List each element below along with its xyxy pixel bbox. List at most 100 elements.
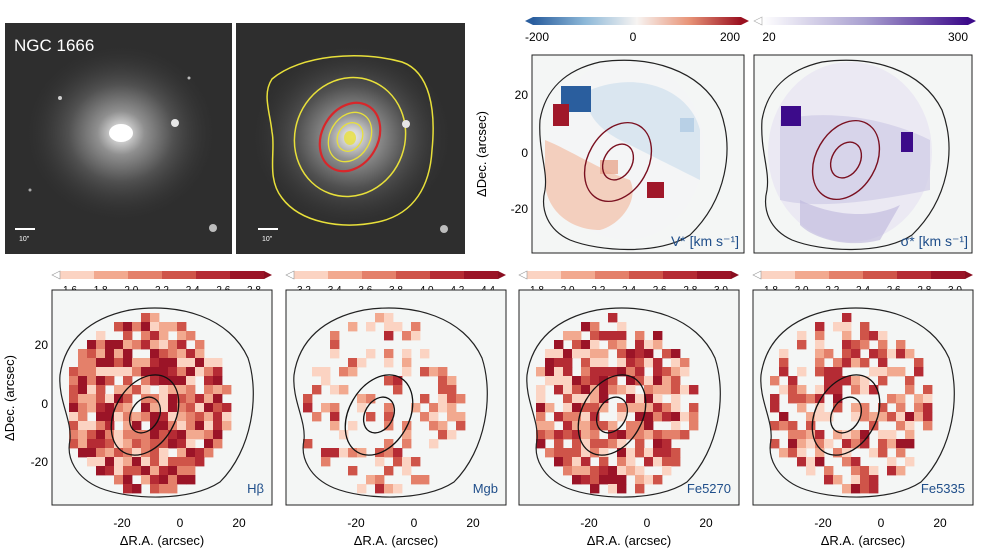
map-pixel — [78, 403, 88, 413]
map-pixel — [689, 421, 699, 431]
map-pixel — [896, 421, 906, 431]
map-pixel — [114, 412, 124, 422]
map-pixel — [150, 430, 160, 440]
map-pixel — [141, 475, 151, 485]
map-pixel — [878, 403, 888, 413]
map-pixel — [384, 439, 394, 449]
map-pixel — [366, 475, 376, 485]
map-pixel — [662, 403, 672, 413]
map-pixel — [635, 331, 645, 341]
map-pixel — [150, 313, 160, 323]
cbar-tick: -200 — [525, 30, 549, 44]
map-pixel — [590, 430, 600, 440]
map-pixel — [177, 367, 187, 377]
cbar-segment — [328, 271, 363, 279]
map-pixel — [554, 385, 564, 395]
map-pixel — [204, 367, 214, 377]
map-pixel — [599, 331, 609, 341]
map-pixel — [96, 358, 106, 368]
map-pixel — [635, 403, 645, 413]
map-pixel — [635, 394, 645, 404]
map-pixel — [635, 358, 645, 368]
map-pixel — [680, 385, 690, 395]
map-pixel — [554, 448, 564, 458]
map-pixel — [357, 394, 367, 404]
ylabel: ΔDec. (arcsec) — [2, 355, 17, 441]
map-pixel — [168, 430, 178, 440]
map-pixel — [159, 322, 169, 332]
map-pixel — [168, 349, 178, 359]
map-pixel — [78, 421, 88, 431]
map-pixel — [393, 457, 403, 467]
map-pixel — [914, 403, 924, 413]
map-pixel — [168, 457, 178, 467]
map-pixel — [402, 466, 412, 476]
map-pixel — [96, 394, 106, 404]
map-pixel — [141, 376, 151, 386]
map-pixel — [545, 367, 555, 377]
map-pixel — [123, 457, 133, 467]
map-pixel — [824, 439, 834, 449]
map-pixel — [851, 358, 861, 368]
map-pixel — [860, 358, 870, 368]
map-pixel — [599, 457, 609, 467]
map-pixel — [177, 394, 187, 404]
map-pixel — [572, 457, 582, 467]
map-pixel — [168, 358, 178, 368]
map-pixel — [339, 430, 349, 440]
map-pixel — [96, 439, 106, 449]
map-pixel — [447, 403, 457, 413]
map-pixel — [833, 403, 843, 413]
cbar-segment — [663, 271, 698, 279]
map-pixel — [213, 385, 223, 395]
map-pixel — [572, 439, 582, 449]
map-pixel — [393, 448, 403, 458]
map-pixel — [114, 448, 124, 458]
map-pixel — [923, 421, 933, 431]
map-pixel — [141, 385, 151, 395]
map-pixel — [653, 403, 663, 413]
map-pixel — [78, 412, 88, 422]
map-pixel — [78, 439, 88, 449]
map-pixel — [159, 412, 169, 422]
map-pixel — [590, 358, 600, 368]
map-pixel — [141, 394, 151, 404]
map-pixel — [536, 394, 546, 404]
map-pixel — [590, 367, 600, 377]
map-pixel — [572, 349, 582, 359]
map-pixel — [321, 448, 331, 458]
map-pixel — [797, 439, 807, 449]
cbar-segment — [595, 271, 630, 279]
map-pixel — [177, 358, 187, 368]
map-label: V* [km s⁻¹] — [671, 233, 739, 249]
map-pixel — [177, 466, 187, 476]
map-pixel — [563, 367, 573, 377]
map-pixel — [896, 448, 906, 458]
map-pixel — [69, 412, 79, 422]
map-pixel — [330, 421, 340, 431]
map-pixel — [159, 394, 169, 404]
isophote-ellipse — [595, 396, 629, 434]
map-pixel — [141, 358, 151, 368]
map-pixel — [653, 412, 663, 422]
map-pixel — [860, 475, 870, 485]
map-pixel — [87, 349, 97, 359]
map-pixel — [96, 367, 106, 377]
map-pixel — [779, 421, 789, 431]
map-pixel — [581, 358, 591, 368]
map-pixel — [860, 439, 870, 449]
map-pixel — [860, 412, 870, 422]
map-pixel — [159, 376, 169, 386]
cbar-tick: 20 — [762, 30, 776, 44]
map-pixel — [662, 349, 672, 359]
map-pixel — [105, 430, 115, 440]
map-pixel — [887, 349, 897, 359]
map-pixel — [806, 421, 816, 431]
map-pixel — [653, 394, 663, 404]
map-pixel — [815, 367, 825, 377]
map-pixel — [177, 430, 187, 440]
map-pixel — [69, 394, 79, 404]
map-pixel — [87, 430, 97, 440]
map-pixel — [608, 475, 618, 485]
